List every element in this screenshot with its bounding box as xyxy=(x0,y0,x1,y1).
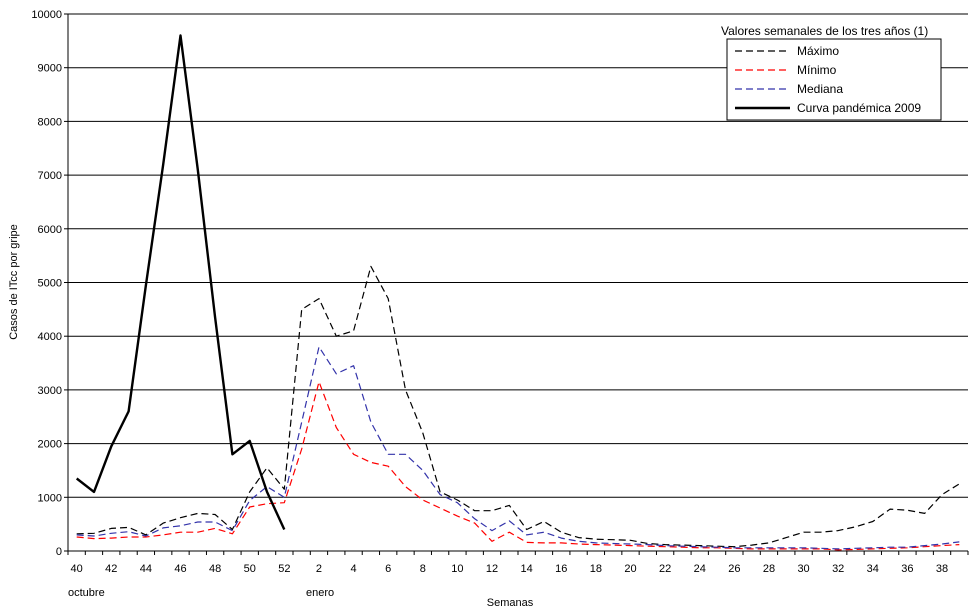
x-tick-label: 36 xyxy=(901,563,913,575)
x-tick-label: 44 xyxy=(140,563,152,575)
legend-label-3: Curva pandémica 2009 xyxy=(797,101,921,115)
y-tick-label: 4000 xyxy=(38,331,62,343)
y-tick-label: 0 xyxy=(56,546,62,558)
legend: Valores semanales de los tres años (1) M… xyxy=(721,24,942,121)
legend-label-0: Máximo xyxy=(797,44,839,58)
x-tick-label: 2 xyxy=(316,563,322,575)
y-tick-label: 7000 xyxy=(38,170,62,182)
series-lines xyxy=(75,34,960,551)
legend-label-2: Mediana xyxy=(797,82,843,96)
x-tick-label: 24 xyxy=(694,563,706,575)
y-tick-label: 3000 xyxy=(38,385,62,397)
x-tick-label: 38 xyxy=(936,563,948,575)
x-tick-label: 30 xyxy=(797,563,809,575)
y-tick-label: 5000 xyxy=(38,278,62,290)
legend-items: Máximo Mínimo Mediana Curva pandémica 2009 xyxy=(735,44,921,115)
x-tick-label: 6 xyxy=(385,563,391,575)
x-tick-label: 22 xyxy=(659,563,671,575)
x-tick-label: 42 xyxy=(105,563,117,575)
x-axis xyxy=(67,550,969,555)
series-line-2 xyxy=(76,346,960,550)
x-tick-label: 4 xyxy=(351,563,357,575)
grid-lines xyxy=(64,13,968,552)
x-tick-label: 20 xyxy=(624,563,636,575)
x-tick-label: 52 xyxy=(278,563,290,575)
y-tick-label: 10000 xyxy=(31,9,62,21)
y-tick-label: 9000 xyxy=(38,63,62,75)
series-line-1 xyxy=(76,381,960,551)
x-tick-label: 46 xyxy=(174,563,186,575)
x-tick-label: 48 xyxy=(209,563,221,575)
x-tick-label: 10 xyxy=(451,563,463,575)
x-tick-label: 32 xyxy=(832,563,844,575)
y-tick-label: 6000 xyxy=(38,224,62,236)
series-line-0 xyxy=(76,265,960,548)
x-tick-label: 8 xyxy=(420,563,426,575)
x-tick-label: 50 xyxy=(244,563,256,575)
y-tick-label: 2000 xyxy=(38,439,62,451)
x-tick-label: 16 xyxy=(555,563,567,575)
x-tick-label: 40 xyxy=(71,563,83,575)
y-axis-title: Casos de ITcc por gripe xyxy=(8,224,20,340)
y-tick-label: 1000 xyxy=(38,492,62,504)
x-tick-label: 26 xyxy=(728,563,740,575)
x-axis-title: Semanas xyxy=(487,597,534,607)
series-line-3 xyxy=(75,34,286,531)
x-tick-label: 28 xyxy=(763,563,775,575)
x-tick-labels: 40 42 44 46 48 50 52 2 4 6 8 10 12 14 16 18 20 22 24 26 28 30… xyxy=(71,563,949,575)
legend-title: Valores semanales de los tres años (1) xyxy=(721,24,928,38)
period-label-octubre: octubre xyxy=(68,587,105,599)
x-tick-label: 12 xyxy=(486,563,498,575)
x-tick-label: 34 xyxy=(867,563,879,575)
x-tick-label: 18 xyxy=(590,563,602,575)
y-tick-labels: 0 1000 2000 3000 4000 5000 6000 7000 8000 9000 100… xyxy=(31,9,62,558)
legend-label-1: Mínimo xyxy=(797,63,837,77)
x-tick-label: 14 xyxy=(521,563,533,575)
y-tick-label: 8000 xyxy=(38,116,62,128)
legend-box xyxy=(726,38,942,121)
period-label-enero: enero xyxy=(306,587,334,599)
